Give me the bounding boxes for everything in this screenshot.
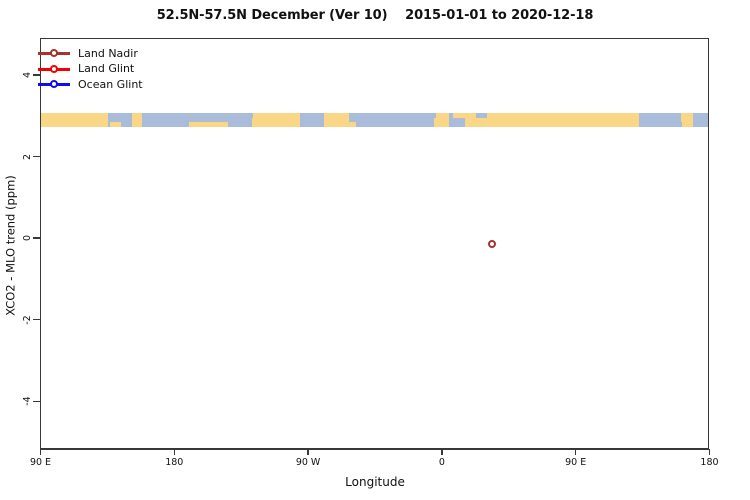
x-tick-mark [574,449,577,455]
strip-segment-sea-of-okhotsk-2 [638,113,682,127]
y-tick-label: 4 [22,72,33,79]
x-tick-mark [441,449,443,455]
strip-detail-patch [110,121,122,127]
y-tick-mark [33,400,40,403]
strip-detail-patch [675,121,682,127]
legend-item-label: Land Glint [78,62,135,76]
y-tick-mark [33,318,40,321]
strip-detail-patch [189,121,229,127]
strip-segment-hudson-bay [300,113,324,127]
data-point-land-nadir [487,239,497,249]
y-tick-mark [33,237,40,239]
y-tick-mark [33,74,40,76]
strip-segment-siberia [41,113,108,127]
strip-detail-patch [126,113,133,119]
legend-marker-circle [49,64,58,73]
y-axis-title: XCO2 - MLO trend (ppm) [3,175,18,316]
strip-segment-north-atlantic [349,113,434,127]
x-tick-label: 90 W [295,457,321,468]
strip-detail-patch [429,113,436,119]
x-tick-mark [39,449,42,455]
x-tick-label: 180 [165,457,184,468]
legend-item-label: Ocean Glint [78,77,143,91]
strip-segment-europe-russia [464,113,639,127]
strip-segment-kamchatka [132,113,143,127]
strip-detail-patch [347,121,356,127]
strip-segment-western-canada [251,113,301,127]
strip-segment-bering-sea [693,113,708,127]
strip-detail-patch [247,113,254,119]
x-tick-label: 90 E [29,457,52,468]
chart-title: 52.5N-57.5N December (Ver 10) 2015-01-01… [156,8,594,23]
y-tick-mark [33,155,40,158]
strip-detail-patch [475,113,487,119]
strip-segment-kamchatka-2 [681,113,694,127]
legend-marker-circle [49,49,58,57]
x-tick-label: 180 [700,457,719,468]
x-tick-mark [173,449,176,455]
strip-segment-eastern-canada [323,113,350,127]
world-map-strip [41,113,708,127]
x-tick-label: 90 E [565,457,587,468]
x-tick-label: 0 [438,457,445,468]
y-tick-label: -2 [22,315,33,325]
x-tick-mark [307,449,309,455]
legend-marker-circle [49,80,58,89]
y-tick-label: 0 [22,235,33,242]
legend-item-label: Land Nadir [78,46,138,60]
y-tick-label: 2 [22,153,33,160]
plot-area [40,38,709,450]
x-axis-title: Longitude [345,475,405,489]
strip-detail-patch [453,113,470,119]
x-tick-mark [708,449,711,455]
strip-segment-british-isles [433,113,450,127]
y-tick-label: -4 [22,396,33,407]
